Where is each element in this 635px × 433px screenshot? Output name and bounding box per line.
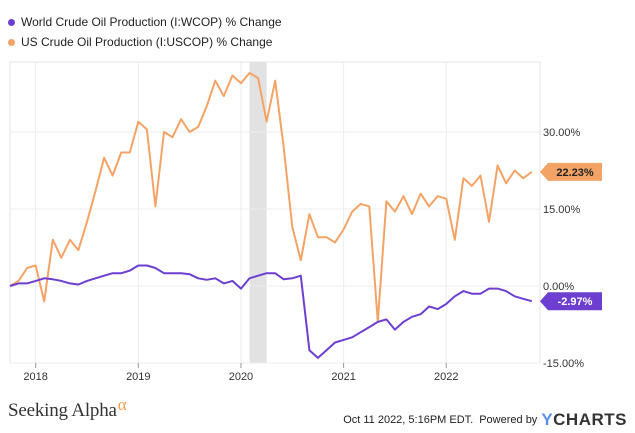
us-end-label: 22.23% — [540, 162, 602, 181]
seeking-alpha-logo[interactable]: Seeking Alphaα — [8, 395, 127, 422]
y-tick-label: 15.00% — [543, 204, 581, 216]
legend-label-world: World Crude Oil Production (I:WCOP) % Ch… — [21, 15, 282, 29]
alpha-mark: α — [117, 395, 127, 414]
end-label-tag — [540, 162, 602, 181]
y-tick-label: 30.00% — [543, 127, 581, 139]
legend-item-us[interactable]: US Crude Oil Production (I:USCOP) % Chan… — [8, 32, 282, 52]
brand-text: Seeking Alpha — [8, 400, 117, 421]
legend-marker-us — [8, 38, 15, 46]
y-tick-label: 0.00% — [543, 281, 574, 293]
end-label-tag — [540, 292, 602, 311]
x-tick-label: 2022 — [434, 371, 458, 383]
legend-label-us: US Crude Oil Production (I:USCOP) % Chan… — [21, 35, 273, 49]
legend-item-world[interactable]: World Crude Oil Production (I:WCOP) % Ch… — [8, 12, 282, 32]
x-tick-label: 2021 — [331, 371, 355, 383]
y-tick-label: -15.00% — [543, 358, 584, 370]
ycharts-logo-text: CHARTS — [553, 410, 627, 429]
us-series-line — [9, 72, 533, 323]
legend: World Crude Oil Production (I:WCOP) % Ch… — [8, 12, 282, 52]
ycharts-logo[interactable]: YCHARTS — [541, 410, 627, 430]
end-label-text: -2.97% — [558, 296, 593, 308]
x-tick-label: 2018 — [23, 371, 47, 383]
recession-band — [249, 62, 267, 363]
timestamp: Oct 11 2022, 5:16PM EDT. — [343, 414, 474, 426]
x-tick-label: 2019 — [126, 371, 150, 383]
powered-by-label: Powered by — [479, 414, 538, 426]
ycharts-logo-y: Y — [541, 410, 554, 429]
world-series-line — [9, 264, 533, 359]
footer-credit: Oct 11 2022, 5:16PM EDT. Powered by YCHA… — [343, 410, 627, 430]
world-end-label: -2.97% — [540, 292, 602, 311]
end-label-text: 22.23% — [556, 167, 594, 179]
x-tick-label: 2020 — [229, 371, 253, 383]
legend-marker-world — [8, 18, 15, 26]
